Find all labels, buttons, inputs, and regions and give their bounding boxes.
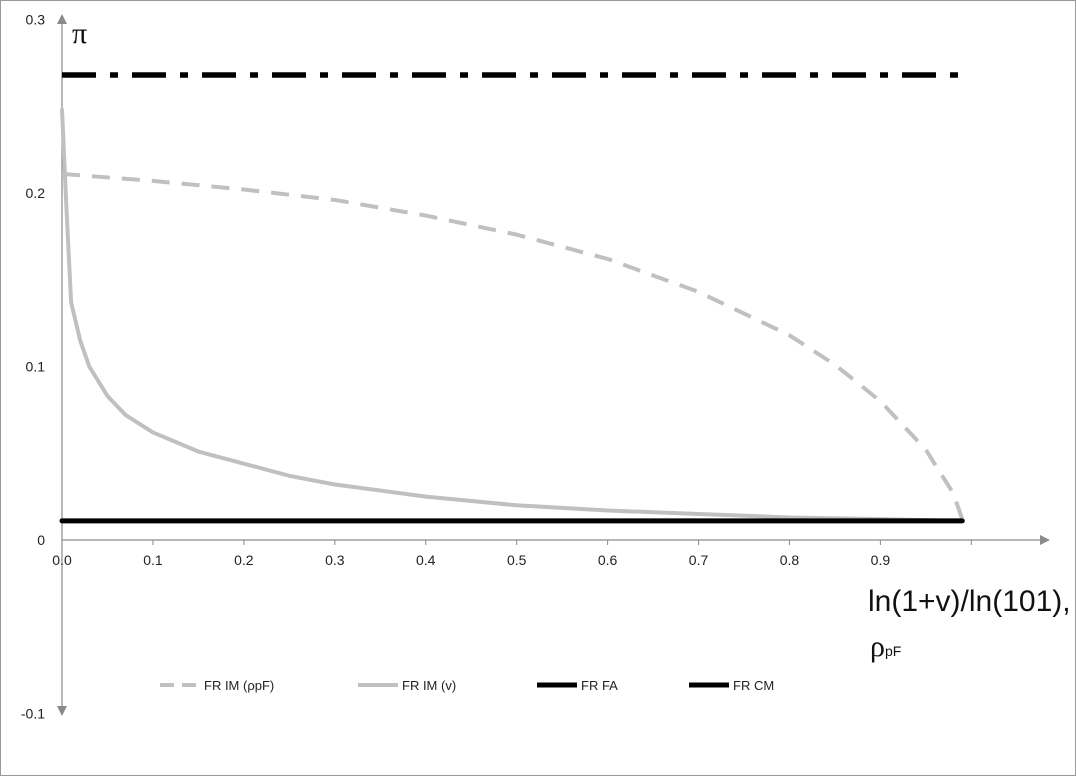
y-axis-title: π	[72, 17, 87, 50]
y-tick-label: 0.3	[26, 12, 46, 28]
x-axis-arrow-right	[1040, 535, 1050, 545]
x-tick-label: 0.9	[871, 552, 891, 568]
y-axis-arrow-bottom	[57, 706, 67, 716]
x-tick-label: 0.8	[780, 552, 800, 568]
x-tick-label: 0.2	[234, 552, 254, 568]
x-axis-title-line1: ln(1+v)/ln(101),	[868, 585, 1071, 618]
x-tick-label: 0.1	[143, 552, 163, 568]
y-tick-label: 0	[37, 532, 45, 548]
x-tick-label: 0.5	[507, 552, 527, 568]
x-tick-label: 0.7	[689, 552, 709, 568]
x-axis-title-line2: ρpF	[870, 630, 901, 663]
legend-label-4: FR CM	[733, 678, 774, 693]
legend-label-3: FR FA	[581, 678, 618, 693]
y-axis-arrow-top	[57, 14, 67, 24]
legend-label-1: FR IM (ρpF)	[204, 678, 274, 693]
series-line-2	[60, 107, 965, 523]
y-tick-label: 0.2	[26, 185, 46, 201]
x-tick-label: 0.3	[325, 552, 345, 568]
x-axis-title-rho: ρ	[870, 630, 885, 663]
legend: FR IM (ρpF) FR IM (v) FR FA FR CM	[160, 678, 774, 693]
x-axis-title-sub: pF	[885, 643, 901, 659]
y-tick-label: -0.1	[21, 706, 45, 722]
x-tick-label: 0.4	[416, 552, 436, 568]
legend-label-2: FR IM (v)	[402, 678, 456, 693]
x-tick-label: 0.6	[598, 552, 618, 568]
x-tick-label: 0.0	[52, 552, 72, 568]
series-line-1	[61, 171, 965, 520]
y-tick-label: 0.1	[26, 359, 46, 375]
